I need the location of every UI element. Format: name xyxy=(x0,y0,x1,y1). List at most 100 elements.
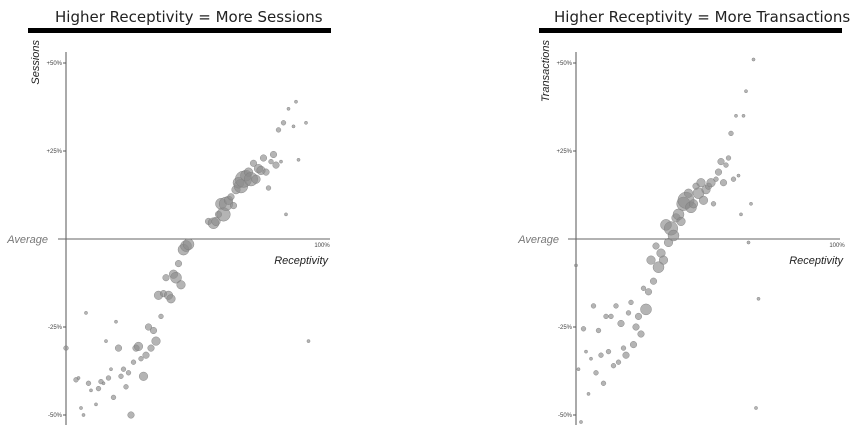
y-tick-label: +25% xyxy=(46,149,62,155)
x-tick-label: 100% xyxy=(314,243,330,249)
data-point xyxy=(286,107,291,111)
x-axis-label: Receptivity xyxy=(274,255,329,267)
data-point xyxy=(754,406,758,410)
data-point xyxy=(94,402,98,407)
data-point xyxy=(262,168,270,176)
data-point xyxy=(294,99,298,104)
data-point xyxy=(625,310,632,316)
data-point xyxy=(275,127,282,133)
data-point xyxy=(699,195,709,205)
data-point xyxy=(589,356,593,361)
data-point xyxy=(123,384,129,390)
data-point xyxy=(118,373,124,379)
chart-title: Higher Receptivity = More Sessions xyxy=(55,8,323,26)
data-point xyxy=(730,176,737,182)
data-point xyxy=(634,312,642,320)
data-point xyxy=(166,294,176,304)
data-point xyxy=(127,411,135,419)
data-point xyxy=(158,313,164,320)
y-axis-label: Sessions xyxy=(30,40,42,85)
average-label: Average xyxy=(517,234,559,246)
data-point xyxy=(586,392,591,396)
chart-title: Higher Receptivity = More Transactions xyxy=(554,8,851,26)
data-point xyxy=(696,178,706,188)
data-point xyxy=(296,157,301,162)
data-point xyxy=(182,238,195,251)
data-point xyxy=(95,386,102,392)
sessions-scatter-plot: +50% +25% -25% -50% 100% Average Receptivity Se… xyxy=(6,40,330,425)
data-point xyxy=(270,150,278,158)
data-point xyxy=(280,120,287,126)
data-point xyxy=(644,288,652,296)
data-point xyxy=(725,155,732,161)
sessions-chart-panel: Higher Receptivity = More Sessions +50% +… xyxy=(6,8,331,425)
data-point xyxy=(229,202,237,210)
data-point xyxy=(114,319,118,324)
data-point xyxy=(211,216,221,226)
data-point xyxy=(133,341,143,351)
data-point xyxy=(676,216,686,226)
data-point xyxy=(114,344,122,352)
data-point xyxy=(125,370,132,376)
data-point xyxy=(640,285,647,291)
data-point xyxy=(717,158,725,166)
data-point xyxy=(608,313,614,320)
data-point xyxy=(590,303,597,309)
data-point xyxy=(580,326,587,332)
data-point xyxy=(291,124,296,129)
data-point xyxy=(176,280,186,290)
y-tick-label: +50% xyxy=(46,61,62,67)
data-point xyxy=(130,359,137,365)
data-point xyxy=(81,413,86,417)
data-point xyxy=(751,57,756,62)
data-point xyxy=(744,89,748,93)
data-point xyxy=(736,173,741,178)
data-point xyxy=(605,349,612,355)
data-point xyxy=(689,199,699,209)
data-point xyxy=(610,363,617,369)
data-point xyxy=(749,201,753,206)
data-point xyxy=(272,161,280,169)
data-point xyxy=(632,323,640,331)
data-point xyxy=(89,388,93,393)
data-point xyxy=(728,130,734,137)
y-tick-label: -25% xyxy=(558,325,573,331)
data-point xyxy=(640,303,652,316)
data-point xyxy=(615,359,622,365)
data-point xyxy=(260,154,268,162)
data-point xyxy=(279,159,283,164)
data-point xyxy=(147,344,155,352)
data-point xyxy=(652,261,665,273)
data-point xyxy=(706,178,716,188)
data-point xyxy=(658,255,668,265)
data-point xyxy=(306,339,311,343)
y-tick-label: +50% xyxy=(556,61,572,67)
data-point xyxy=(667,229,680,242)
data-point xyxy=(574,263,578,268)
transactions-chart-panel: Higher Receptivity = More Transactions +… xyxy=(429,0,858,435)
data-point xyxy=(739,212,743,217)
data-point xyxy=(652,242,660,250)
data-point xyxy=(138,356,144,362)
data-point xyxy=(603,313,609,320)
data-point xyxy=(720,179,728,187)
data-point xyxy=(637,330,645,338)
data-point xyxy=(249,159,257,167)
y-tick-label: -25% xyxy=(48,325,63,331)
data-point xyxy=(715,168,723,176)
x-axis-label: Receptivity xyxy=(789,255,844,267)
data-point xyxy=(598,352,604,358)
data-point xyxy=(579,420,583,424)
data-point xyxy=(109,367,113,372)
data-point xyxy=(105,375,112,381)
data-point xyxy=(110,394,117,401)
data-point xyxy=(151,336,161,346)
data-point xyxy=(600,380,607,386)
data-point xyxy=(85,380,92,386)
data-point xyxy=(756,296,761,301)
data-point xyxy=(265,185,272,191)
data-point xyxy=(649,277,657,285)
data-point xyxy=(144,323,152,331)
data-point xyxy=(723,162,729,168)
data-point xyxy=(617,320,625,328)
